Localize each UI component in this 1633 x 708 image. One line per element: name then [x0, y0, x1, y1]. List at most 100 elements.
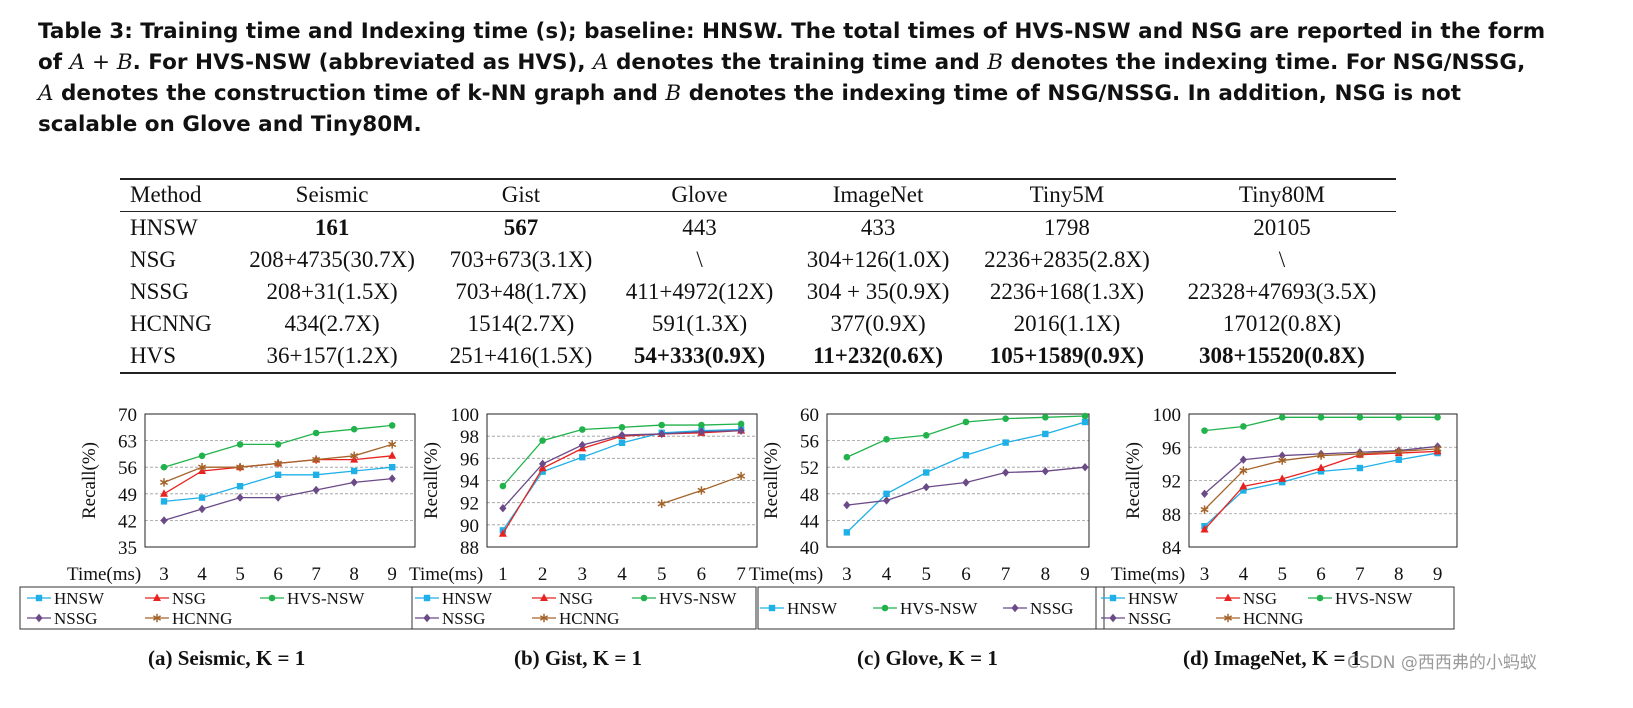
legend-label: HNSW	[442, 589, 493, 608]
data-point	[1041, 466, 1049, 476]
y-axis-label: Recall(%)	[761, 442, 782, 519]
y-tick-label: 96	[460, 449, 479, 470]
legend-marker	[153, 593, 161, 601]
data-point	[843, 500, 851, 510]
column-header: Glove	[671, 182, 728, 207]
legend-marker	[1109, 594, 1117, 602]
x-axis-label: Time(ms)	[67, 564, 141, 585]
legend-label: HVS-NSW	[900, 599, 978, 618]
caption-part: denotes the indexing time of NSG/NSSG. I…	[38, 81, 1462, 137]
data-point	[1239, 455, 1247, 464]
x-tick-label: 8	[1394, 564, 1404, 585]
legend-marker	[1011, 603, 1019, 613]
series-nssg	[499, 426, 745, 513]
table-body: HNSW 161 567 443 433 1798 20105 NSG 208+4735(30.…	[120, 212, 1396, 373]
legend-label: NSG	[172, 589, 206, 608]
legend-item: HVS-NSW	[632, 589, 737, 608]
legend-label: NSSG	[442, 609, 485, 628]
legend-label: HNSW	[1128, 589, 1179, 608]
table-cell: 308+15520(0.8X)	[1199, 343, 1365, 368]
table-cell: 161	[314, 215, 350, 240]
subfigure-caption-imagenet: (d) ImageNet, K = 1	[1183, 646, 1362, 670]
data-point	[658, 429, 666, 439]
data-point	[539, 437, 546, 444]
data-point	[1317, 463, 1326, 472]
table-cell: 443	[682, 215, 717, 240]
watermark: CSDN @西西弗的小蚂蚁	[1347, 653, 1537, 673]
data-point	[1200, 489, 1209, 498]
column-header: Tiny5M	[1029, 182, 1105, 207]
data-point	[274, 471, 282, 478]
x-axis-label: Time(ms)	[749, 564, 823, 585]
y-tick-label: 94	[460, 472, 480, 493]
data-point	[618, 439, 626, 447]
series-hvs-nsw	[160, 422, 396, 471]
caption-part: B	[665, 81, 682, 106]
table-cell: 567	[503, 215, 539, 240]
data-point	[1201, 427, 1208, 434]
x-tick-label: 5	[1277, 564, 1287, 585]
y-tick-label: 92	[460, 494, 479, 515]
series-hcnng	[657, 471, 746, 508]
data-point	[1395, 456, 1402, 463]
x-tick-label: 4	[617, 564, 627, 585]
data-point	[160, 489, 169, 497]
table-cell: 703+673(3.1X)	[449, 247, 593, 272]
series-nssg	[160, 474, 396, 525]
data-point	[274, 459, 283, 468]
x-tick-label: 6	[1316, 564, 1326, 585]
x-tick-label: 5	[921, 564, 931, 585]
data-point	[618, 424, 626, 431]
legend-item: NSSG	[1101, 609, 1171, 628]
series-hnsw	[843, 418, 1089, 536]
data-point	[1395, 414, 1403, 421]
data-point	[1239, 466, 1248, 475]
data-point	[883, 490, 890, 497]
data-point	[388, 474, 396, 483]
x-tick-label: 6	[961, 564, 971, 585]
legend-label: HCNNG	[559, 609, 619, 628]
table-cell: 54+333(0.9X)	[633, 343, 766, 368]
data-point	[737, 420, 745, 428]
caption-part: A	[593, 50, 609, 75]
legend-label: NSSG	[54, 609, 97, 628]
data-point	[657, 499, 666, 508]
legend-marker	[423, 594, 431, 602]
legend-item: NSG	[1216, 589, 1277, 608]
data-point	[1317, 414, 1325, 421]
data-point	[350, 451, 359, 460]
table-cell: 304 + 35(0.9X)	[806, 279, 950, 304]
column-header: Seismic	[295, 182, 369, 207]
legend-box	[757, 586, 1105, 630]
data-point	[618, 430, 626, 440]
data-point	[923, 469, 930, 476]
data-point	[198, 504, 206, 514]
y-tick-label: 56	[800, 432, 819, 453]
data-point	[198, 452, 206, 460]
caption-part: Table 3: Training time and Indexing time…	[38, 19, 1546, 75]
y-tick-label: 70	[118, 405, 137, 426]
legend-item: HNSW	[415, 589, 493, 608]
legend-item: HNSW	[760, 599, 838, 618]
y-tick-label: 35	[118, 538, 137, 559]
data-point	[843, 453, 851, 461]
data-point	[1240, 423, 1247, 430]
legend-marker	[1223, 613, 1233, 623]
data-point	[1394, 447, 1403, 456]
legend-item: HCNNG	[145, 609, 232, 628]
caption-part: A	[38, 81, 54, 106]
method-cell: HVS	[130, 343, 177, 368]
y-tick-label: 42	[118, 511, 137, 532]
legend-label: NSSG	[1128, 609, 1171, 628]
x-tick-label: 3	[578, 564, 588, 585]
plot-frame	[1188, 413, 1458, 548]
data-point	[1356, 414, 1364, 421]
x-tick-label: 4	[882, 564, 892, 585]
data-point	[737, 426, 745, 435]
table-cell: 22328+47693(3.5X)	[1187, 279, 1377, 304]
table-row: HCNNG 434(2.7X) 1514(2.7X) 591(1.3X) 377(0.9…	[120, 308, 1396, 340]
x-tick-label: 5	[657, 564, 667, 585]
column-header: Method	[130, 182, 202, 207]
x-tick-label: 5	[235, 564, 245, 585]
